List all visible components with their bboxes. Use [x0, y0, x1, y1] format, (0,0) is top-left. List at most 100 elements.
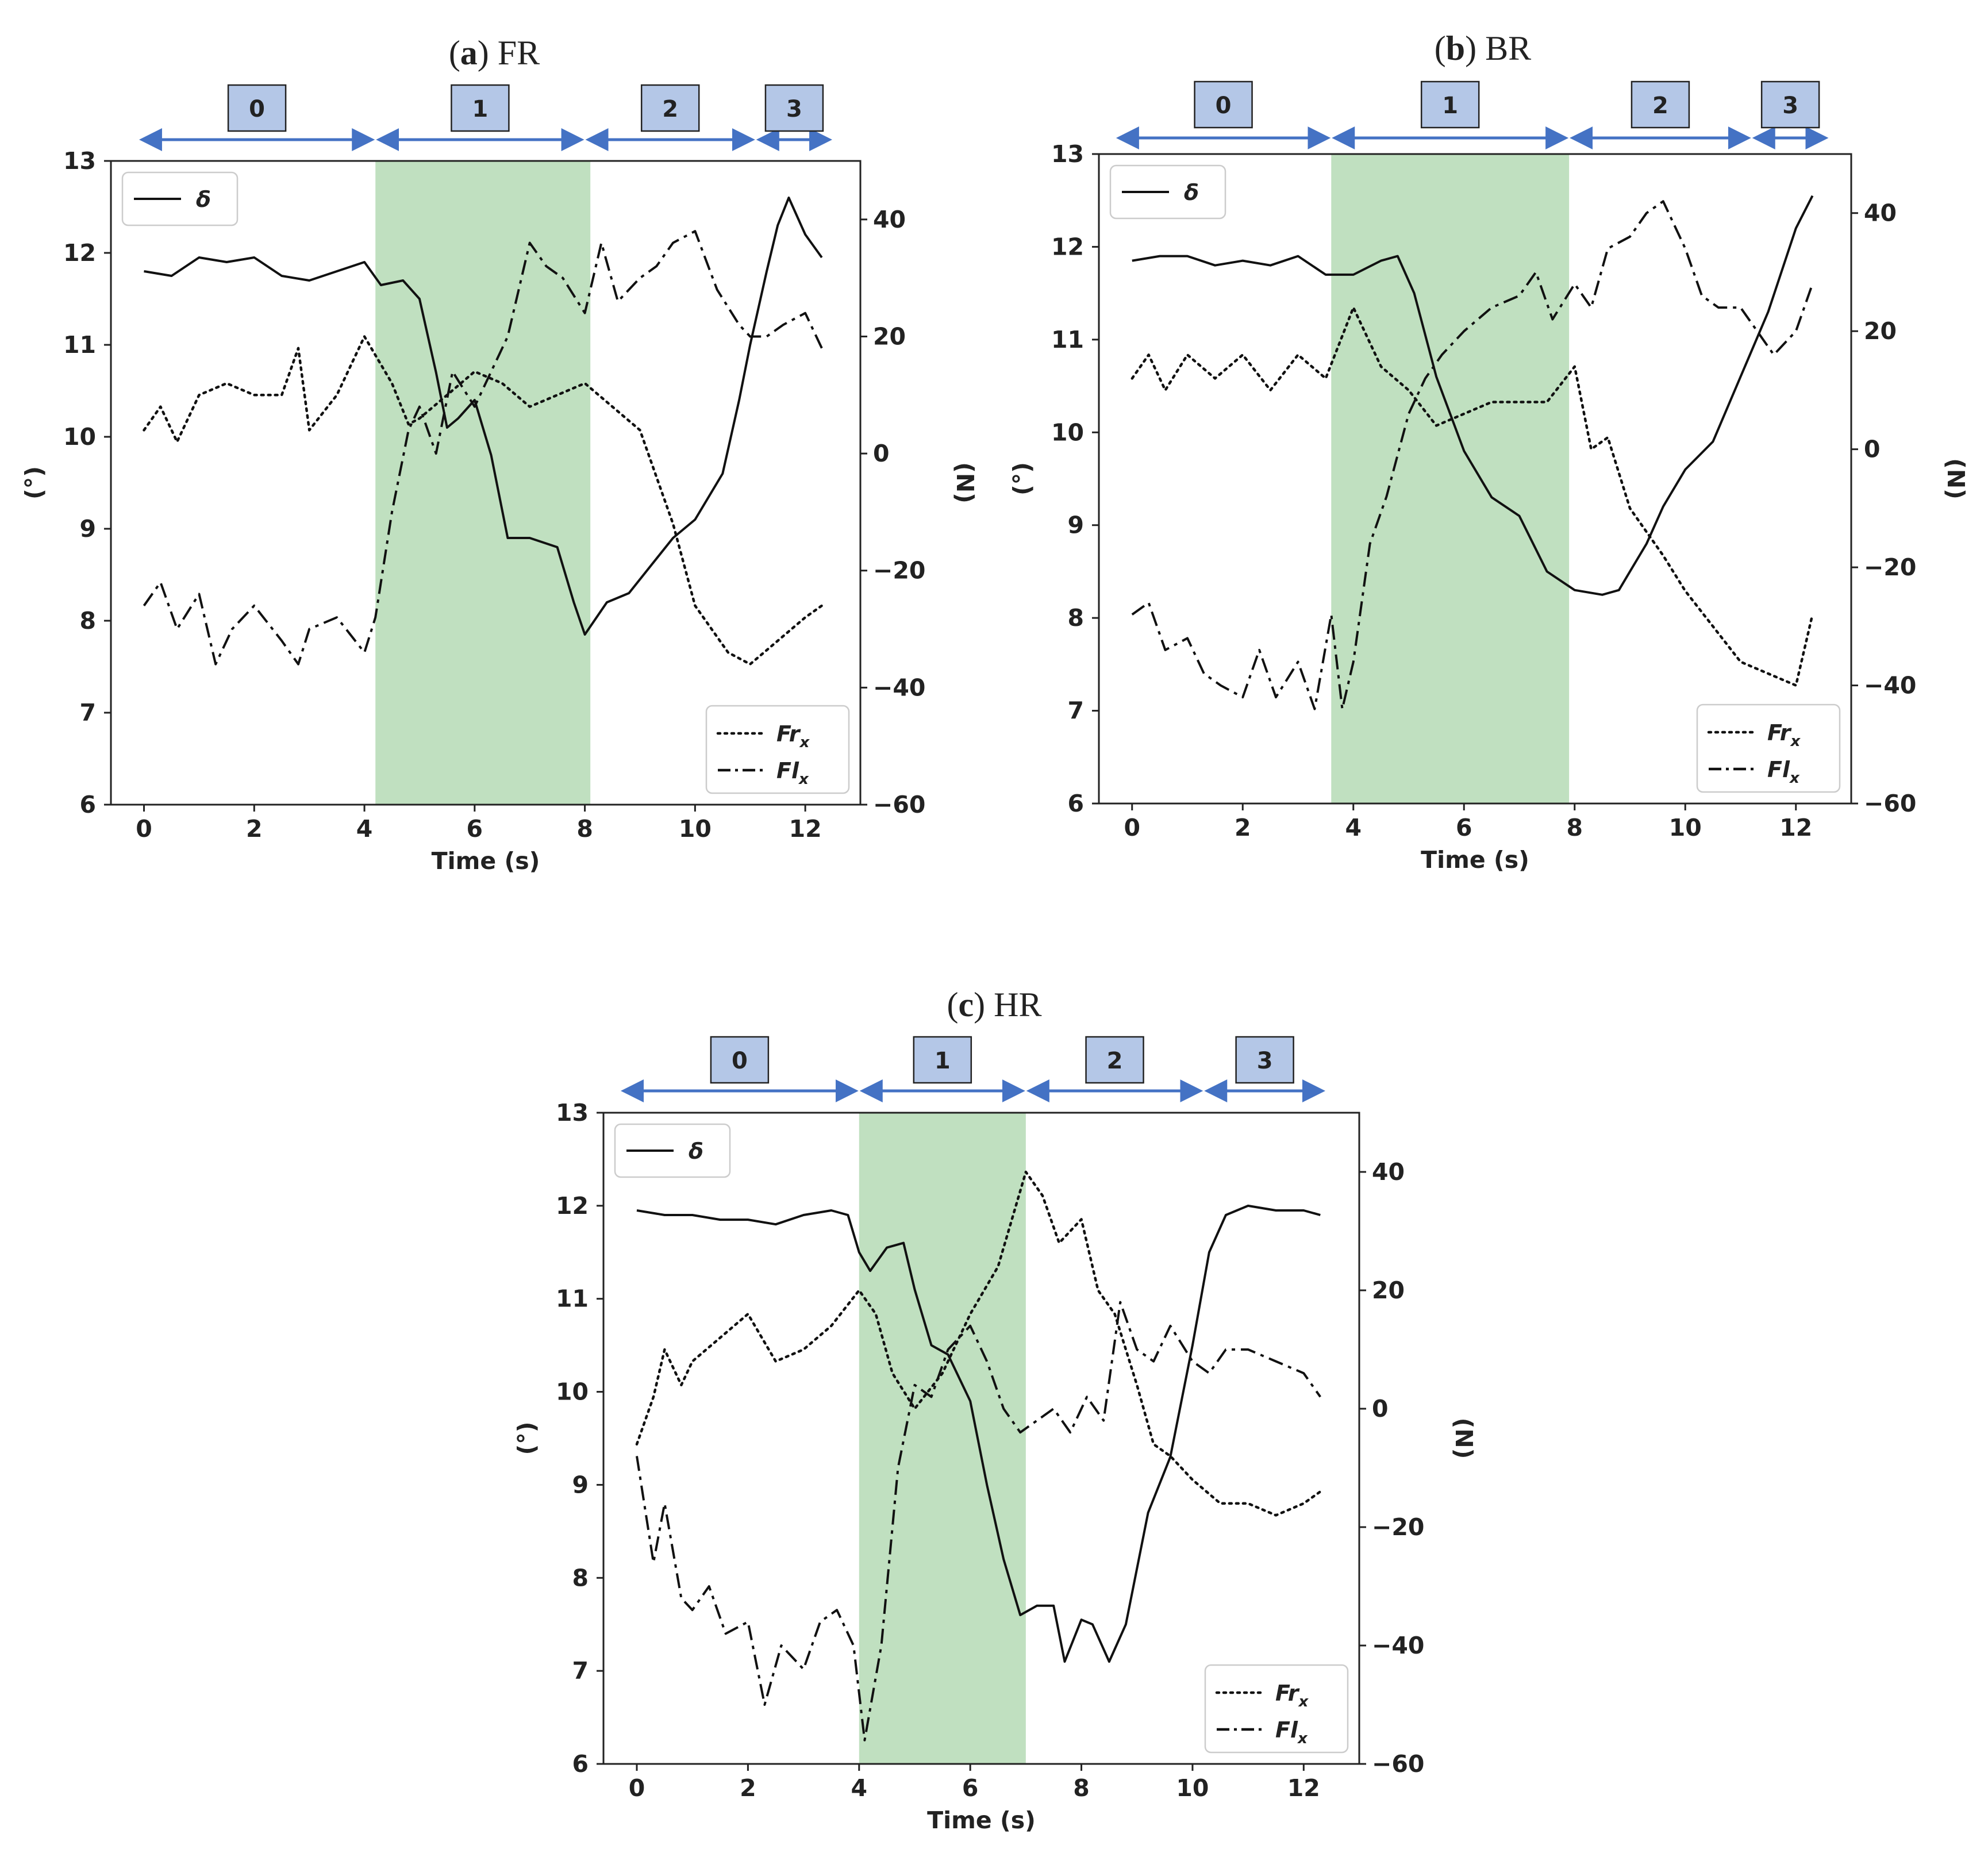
- y-left-tick-label: 12: [63, 239, 96, 267]
- phase-box: [1235, 1036, 1294, 1084]
- x-tick-label: 2: [1235, 814, 1251, 841]
- y-right-tick-label: 40: [1864, 199, 1897, 227]
- y-right-axis-label: (N): [1450, 1418, 1478, 1459]
- legend-label: Frx: [1275, 1681, 1309, 1710]
- plot-frame: [1098, 153, 1852, 805]
- phase-box: [710, 1036, 770, 1084]
- phase-box: [1631, 80, 1690, 129]
- y-left-tick-label: 7: [572, 1657, 589, 1685]
- y-left-axis-label: (°): [513, 1422, 540, 1455]
- series-line-dotted: [143, 335, 824, 666]
- highlight-region: [375, 161, 591, 805]
- y-right-tick-label: 20: [1864, 317, 1897, 345]
- phase-label: 3: [1782, 93, 1798, 119]
- phase-label: 3: [786, 96, 802, 122]
- x-tick-label: 12: [1287, 1774, 1320, 1802]
- legend-right: Frx Flx: [1204, 1664, 1349, 1754]
- phase-box: [764, 84, 824, 132]
- series-line-solid: [1132, 195, 1814, 596]
- y-right-tick-label: 40: [1372, 1158, 1405, 1186]
- series-line-solid: [636, 1204, 1321, 1663]
- y-right-tick-label: 0: [1372, 1395, 1389, 1423]
- x-tick-label: 4: [1345, 814, 1362, 841]
- y-left-axis-label: (°): [20, 466, 48, 499]
- y-left-tick-label: 11: [1051, 326, 1084, 353]
- legend-label: Flx: [776, 758, 809, 788]
- y-right-tick-label: −20: [1372, 1513, 1424, 1541]
- chart-b: (b) BR0 1 2 30 2 4 6 8 10 12678910111213−60−40−20…: [1008, 29, 1970, 874]
- phase-box: [227, 84, 287, 132]
- y-right-tick-label: −60: [1864, 790, 1916, 817]
- phase-label: 2: [662, 96, 678, 122]
- y-right-tick-label: −20: [873, 557, 925, 585]
- x-axis-label: Time (s): [1421, 846, 1529, 874]
- x-axis-label: Time (s): [927, 1806, 1036, 1834]
- legend-left: δ: [1109, 164, 1226, 220]
- x-tick-label: 12: [789, 815, 822, 843]
- y-left-tick-label: 9: [1067, 512, 1084, 539]
- x-tick-label: 2: [246, 815, 263, 843]
- y-right-tick-label: −20: [1864, 553, 1916, 581]
- legend-label: δ: [1184, 180, 1199, 205]
- phase-label: 1: [472, 96, 488, 122]
- y-left-axis-label: (°): [1008, 462, 1036, 495]
- y-right-axis-label: (N): [951, 462, 979, 503]
- y-right-tick-label: −60: [1372, 1750, 1424, 1778]
- legend-label: Frx: [1767, 720, 1801, 750]
- phase-label: 2: [1652, 93, 1668, 119]
- legend-right: Frx Flx: [1696, 703, 1841, 793]
- legend-frame: [1204, 1664, 1349, 1754]
- x-tick-label: 0: [136, 815, 152, 843]
- chart-a: (a) FR0 1 2 30 2 4 6 8 10 12678910111213−60−40−20…: [20, 34, 979, 875]
- series-line-solid: [144, 197, 823, 636]
- series-line-dotted: [635, 1170, 1322, 1517]
- phase-box: [451, 84, 510, 132]
- series-line-dashdot: [636, 1301, 1321, 1741]
- y-right-tick-label: 0: [1864, 436, 1881, 463]
- chart-title: (a) FR: [449, 34, 540, 72]
- y-right-axis-label: (N): [1942, 458, 1970, 499]
- phase-box: [1194, 80, 1253, 129]
- legend-label: Frx: [776, 721, 810, 751]
- y-left-tick-label: 8: [79, 607, 96, 635]
- phase-label: 0: [1216, 93, 1232, 119]
- y-right-tick-label: 40: [873, 206, 906, 233]
- y-left-tick-label: 7: [79, 699, 96, 726]
- y-left-tick-label: 13: [1051, 140, 1084, 168]
- highlight-region: [1331, 154, 1570, 804]
- y-left-tick-label: 9: [572, 1471, 589, 1498]
- x-tick-label: 6: [962, 1774, 979, 1802]
- phase-label: 0: [249, 96, 265, 122]
- x-tick-label: 6: [1456, 814, 1472, 841]
- y-right-tick-label: 0: [873, 440, 890, 467]
- y-right-tick-label: −40: [1864, 672, 1916, 699]
- x-tick-label: 0: [1124, 814, 1140, 841]
- legend-left: δ: [121, 171, 239, 226]
- legend-label: Flx: [1275, 1717, 1308, 1747]
- y-left-tick-label: 10: [63, 423, 96, 451]
- phase-label: 1: [1442, 93, 1458, 119]
- x-axis-label: Time (s): [432, 847, 540, 875]
- x-tick-label: 4: [851, 1774, 868, 1802]
- chart-title: (c) HR: [947, 986, 1042, 1024]
- x-tick-label: 4: [356, 815, 373, 843]
- y-left-tick-label: 13: [63, 147, 96, 175]
- phase-box: [1760, 80, 1820, 129]
- y-right-tick-label: 20: [1372, 1277, 1405, 1304]
- x-tick-label: 8: [576, 815, 593, 843]
- y-left-tick-label: 11: [63, 331, 96, 359]
- legend-label: δ: [689, 1139, 703, 1164]
- legend-label: δ: [196, 187, 211, 212]
- y-right-tick-label: −60: [873, 791, 925, 818]
- y-left-tick-label: 6: [1067, 790, 1084, 817]
- phase-label: 2: [1107, 1048, 1123, 1074]
- series-line-dotted: [1130, 306, 1814, 687]
- y-right-tick-label: −40: [1372, 1632, 1424, 1659]
- series-line-dashdot: [143, 230, 823, 666]
- y-left-tick-label: 7: [1067, 697, 1084, 725]
- x-tick-label: 2: [740, 1774, 756, 1802]
- y-left-tick-label: 9: [79, 515, 96, 543]
- plot-frame: [110, 160, 862, 806]
- y-left-tick-label: 11: [556, 1285, 589, 1313]
- y-right-tick-label: 20: [873, 322, 906, 350]
